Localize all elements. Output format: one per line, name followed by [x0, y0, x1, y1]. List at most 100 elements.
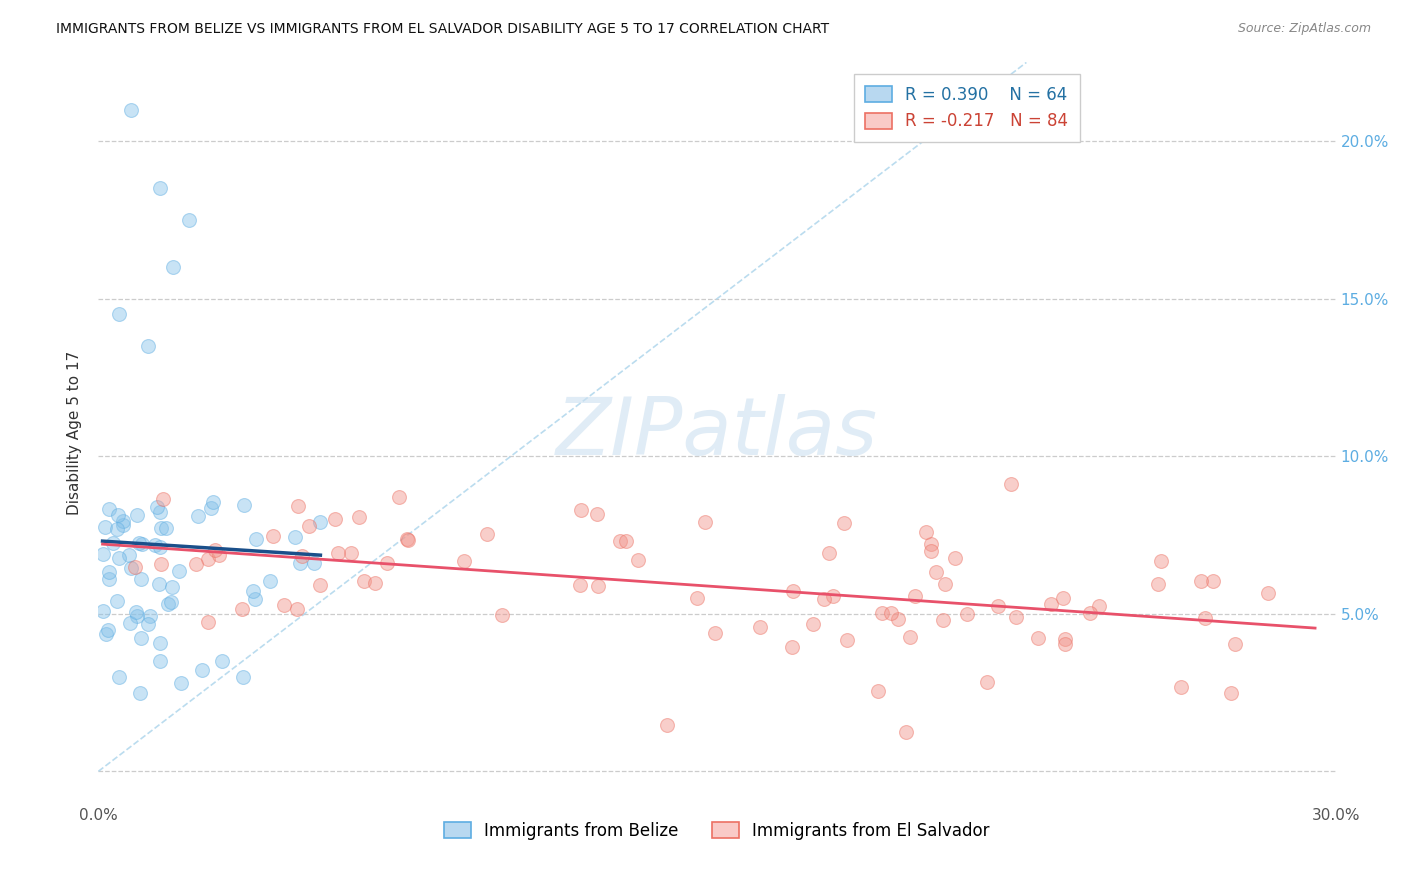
Point	[125, 508, 148, 523]
Point	[569, 578, 592, 592]
Point	[201, 494, 224, 508]
Point	[211, 654, 233, 668]
Point	[138, 609, 160, 624]
Point	[491, 607, 513, 622]
Point	[273, 599, 295, 613]
Point	[1220, 686, 1243, 700]
Point	[925, 565, 948, 579]
Point	[105, 594, 128, 608]
Point	[1078, 606, 1101, 620]
Point	[149, 540, 172, 554]
Point	[323, 512, 346, 526]
Point	[395, 532, 418, 546]
Point	[375, 557, 398, 571]
Point	[156, 597, 179, 611]
Point	[136, 616, 159, 631]
Point	[120, 561, 142, 575]
Point	[782, 584, 804, 599]
Point	[896, 725, 918, 739]
Text: IMMIGRANTS FROM BELIZE VS IMMIGRANTS FROM EL SALVADOR DISABILITY AGE 5 TO 17 COR: IMMIGRANTS FROM BELIZE VS IMMIGRANTS FRO…	[56, 22, 830, 37]
Point	[364, 576, 387, 591]
Point	[208, 548, 231, 562]
Point	[782, 640, 804, 655]
Point	[339, 546, 361, 560]
Point	[931, 613, 953, 627]
Point	[1223, 637, 1246, 651]
Point	[328, 546, 350, 560]
Point	[242, 583, 264, 598]
Point	[832, 516, 855, 531]
Point	[131, 537, 153, 551]
Point	[1189, 574, 1212, 588]
Point	[704, 625, 727, 640]
Point	[245, 532, 267, 546]
Point	[197, 552, 219, 566]
Point	[149, 521, 172, 535]
Point	[396, 533, 419, 547]
Point	[569, 503, 592, 517]
Point	[477, 527, 499, 541]
Point	[262, 529, 284, 543]
Point	[112, 517, 135, 532]
Point	[1147, 577, 1170, 591]
Point	[920, 537, 942, 551]
Point	[120, 103, 142, 117]
Point	[245, 592, 267, 607]
Point	[232, 498, 254, 512]
Point	[868, 684, 890, 698]
Point	[920, 544, 942, 558]
Point	[821, 589, 844, 603]
Point	[1202, 574, 1225, 588]
Point	[187, 508, 209, 523]
Point	[94, 627, 117, 641]
Point	[91, 547, 114, 561]
Point	[1087, 599, 1109, 613]
Point	[609, 533, 631, 548]
Point	[956, 607, 979, 621]
Point	[291, 549, 314, 563]
Point	[107, 508, 129, 522]
Point	[94, 519, 117, 533]
Point	[152, 491, 174, 506]
Point	[98, 502, 121, 516]
Point	[1000, 477, 1022, 491]
Point	[200, 501, 222, 516]
Point	[934, 577, 956, 591]
Point	[284, 530, 307, 544]
Point	[118, 548, 141, 562]
Point	[112, 514, 135, 528]
Text: Source: ZipAtlas.com: Source: ZipAtlas.com	[1237, 22, 1371, 36]
Point	[1039, 597, 1062, 611]
Point	[127, 609, 149, 624]
Point	[108, 670, 131, 684]
Point	[143, 538, 166, 552]
Point	[125, 605, 148, 619]
Point	[128, 536, 150, 550]
Point	[107, 522, 129, 536]
Point	[1052, 591, 1074, 605]
Point	[887, 612, 910, 626]
Point	[813, 591, 835, 606]
Point	[91, 604, 114, 618]
Point	[150, 557, 173, 571]
Point	[101, 536, 124, 550]
Point	[1170, 680, 1192, 694]
Point	[586, 579, 609, 593]
Point	[801, 617, 824, 632]
Point	[231, 601, 253, 615]
Point	[148, 577, 170, 591]
Point	[136, 339, 159, 353]
Point	[693, 515, 716, 529]
Point	[124, 560, 146, 574]
Point	[1004, 610, 1026, 624]
Point	[943, 551, 966, 566]
Point	[898, 631, 921, 645]
Point	[155, 521, 177, 535]
Point	[347, 510, 370, 524]
Point	[149, 505, 172, 519]
Point	[108, 551, 131, 566]
Point	[614, 533, 637, 548]
Point	[149, 654, 172, 668]
Point	[108, 308, 131, 322]
Point	[657, 717, 679, 731]
